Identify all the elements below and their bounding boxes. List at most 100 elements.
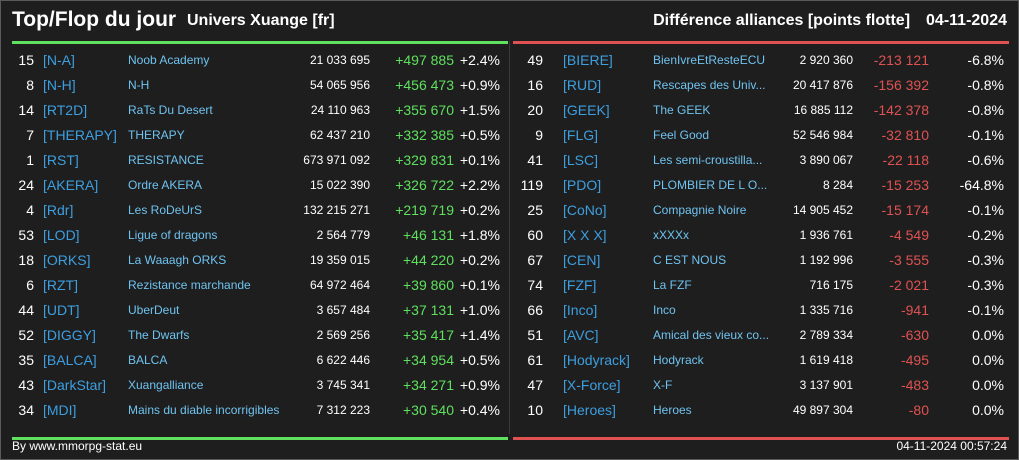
fleet-points: 1 936 761 [799, 228, 853, 242]
points-difference: +37 131 [403, 302, 454, 318]
alliance-rank: 53 [18, 227, 34, 243]
alliance-rank: 60 [527, 227, 543, 243]
points-difference: +329 831 [395, 152, 454, 168]
fleet-points: 24 110 963 [310, 103, 370, 117]
alliance-tag[interactable]: [AVC] [563, 327, 599, 343]
percent-change: +0.5% [459, 352, 500, 368]
alliance-rank: 34 [18, 402, 34, 418]
alliance-tag[interactable]: [CEN] [563, 252, 601, 268]
alliance-rank: 41 [527, 152, 543, 168]
alliance-tag[interactable]: [Heroes] [563, 402, 616, 418]
points-difference: +219 719 [395, 202, 454, 218]
points-difference: +326 722 [395, 177, 454, 193]
points-difference: -495 [900, 352, 929, 368]
points-difference: -15 174 [881, 202, 929, 218]
points-difference: -2 021 [889, 277, 929, 293]
percent-change: +1.8% [459, 227, 500, 243]
alliance-tag[interactable]: [MDI] [43, 402, 77, 418]
fleet-points: 1 335 716 [799, 303, 853, 317]
percent-change: +0.1% [459, 152, 500, 168]
points-difference: -630 [900, 327, 929, 343]
top-alliance-row: 24 [AKERA] Ordre AKERA 15 022 390 +326 722 +2… [12, 173, 508, 198]
alliance-tag[interactable]: [X X X] [563, 227, 607, 243]
alliance-tag[interactable]: [FLG] [563, 127, 599, 143]
alliance-tag[interactable]: [BIERE] [563, 52, 613, 68]
percent-change: -64.8% [959, 177, 1004, 193]
fleet-points: 64 972 464 [309, 278, 370, 292]
fleet-points: 16 885 112 [793, 103, 853, 117]
alliance-tag[interactable]: [Hodyrack] [563, 352, 630, 368]
fleet-points: 7 312 223 [316, 403, 370, 417]
alliance-tag[interactable]: [GEEK] [563, 102, 610, 118]
alliance-tag[interactable]: [RUD] [563, 77, 602, 93]
fleet-points: 3 657 484 [316, 303, 370, 317]
fleet-points: 3 890 067 [799, 153, 853, 167]
alliance-tag[interactable]: [AKERA] [43, 177, 99, 193]
footer-credit: By www.mmorpg-stat.eu [12, 439, 143, 453]
alliance-tag[interactable]: [RST] [43, 152, 79, 168]
percent-change: +1.5% [459, 102, 500, 118]
alliance-rank: 67 [527, 252, 543, 268]
alliance-tag[interactable]: [BALCA] [43, 352, 97, 368]
alliance-tag[interactable]: [ORKS] [43, 252, 91, 268]
points-difference: +44 220 [403, 252, 454, 268]
alliance-tag[interactable]: [THERAPY] [43, 127, 117, 143]
alliance-tag[interactable]: [DIGGY] [43, 327, 96, 343]
points-difference: -22 118 [882, 152, 929, 168]
top-alliance-row: 8 [N-H] N-H 54 065 956 +456 473 +0.9% [12, 73, 508, 98]
points-difference: -4 549 [889, 227, 929, 243]
flop-alliance-row: 16 [RUD] Rescapes des Univ... 20 417 876 -15… [513, 73, 1009, 98]
alliance-rank: 49 [527, 52, 543, 68]
alliance-tag[interactable]: [RT2D] [43, 102, 88, 118]
top-alliance-row: 43 [DarkStar] Xuangalliance 3 745 341 +34 27… [12, 373, 508, 398]
alliance-tag[interactable]: [LOD] [43, 227, 80, 243]
alliance-rank: 1 [26, 152, 34, 168]
alliance-tag[interactable]: [Inco] [563, 302, 598, 318]
alliance-tag[interactable]: [RZT] [43, 277, 78, 293]
points-difference: +39 860 [403, 277, 454, 293]
flop-alliance-row: 67 [CEN] C EST NOUS 1 192 996 -3 555 -0.3% [513, 248, 1009, 273]
fleet-points: 8 284 [822, 178, 853, 192]
flop-alliance-row: 49 [BIERE] BienIvreEtResteECU 2 920 360 -213… [513, 48, 1009, 73]
points-difference: +46 131 [403, 227, 454, 243]
alliance-rank: 51 [527, 327, 543, 343]
points-difference: -156 392 [873, 77, 929, 93]
points-difference: +332 385 [395, 127, 454, 143]
alliance-rank: 10 [527, 402, 543, 418]
points-difference: -483 [900, 377, 929, 393]
alliance-tag[interactable]: [N-H] [43, 77, 76, 93]
alliance-tag[interactable]: [X-Force] [563, 377, 621, 393]
fleet-points: 49 897 304 [792, 403, 853, 417]
fleet-points: 3 745 341 [316, 378, 370, 392]
alliance-rank: 74 [527, 277, 543, 293]
header-right: Différence alliances [points flotte] 04-1… [653, 12, 1007, 30]
percent-change: +0.1% [459, 277, 500, 293]
alliance-tag[interactable]: [LSC] [563, 152, 599, 168]
top-alliance-row: 6 [RZT] Rezistance marchande 64 972 464 +39 … [12, 273, 508, 298]
points-difference: +30 540 [403, 402, 454, 418]
alliance-tag[interactable]: [PDO] [563, 177, 602, 193]
alliance-tag[interactable]: [N-A] [43, 52, 75, 68]
page-title: Top/Flop du jour [12, 8, 177, 31]
fleet-points: 673 971 092 [303, 153, 370, 167]
header: Top/Flop du jour Univers Xuange [fr] Dif… [1, 1, 1018, 41]
points-difference: +35 417 [403, 327, 454, 343]
alliance-rank: 15 [18, 52, 34, 68]
alliance-tag[interactable]: [DarkStar] [43, 377, 107, 393]
percent-change: +0.2% [459, 202, 500, 218]
alliance-rank: 35 [18, 352, 34, 368]
alliance-rank: 9 [535, 127, 543, 143]
header-date: 04-11-2024 [926, 12, 1007, 29]
alliance-tag[interactable]: [FZF] [563, 277, 597, 293]
alliance-tag[interactable]: [Rdr] [43, 202, 74, 218]
percent-change: +2.4% [459, 52, 500, 68]
points-difference: -941 [900, 302, 929, 318]
alliance-rank: 25 [527, 202, 543, 218]
points-difference: -32 810 [881, 127, 929, 143]
percent-change: +1.4% [459, 327, 500, 343]
fleet-points: 6 622 446 [316, 353, 370, 367]
alliance-tag[interactable]: [CoNo] [563, 202, 607, 218]
alliance-tag[interactable]: [UDT] [43, 302, 80, 318]
fleet-points: 20 417 876 [792, 78, 853, 92]
